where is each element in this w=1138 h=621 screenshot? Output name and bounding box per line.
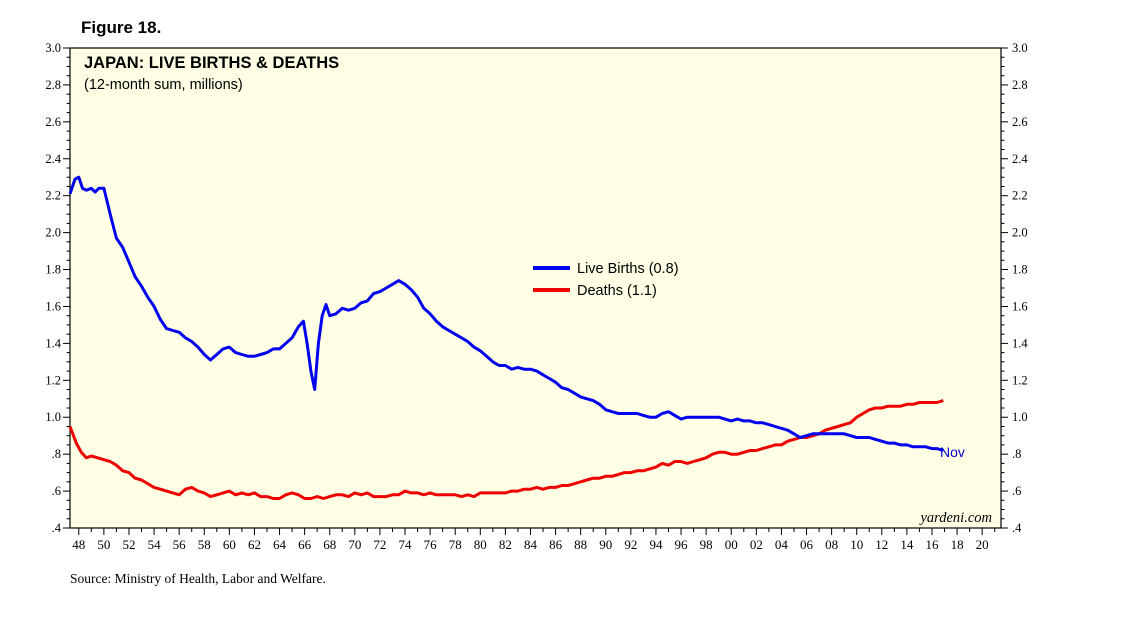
y-tick-label-right: .6 [1012, 484, 1021, 498]
series-line-deaths [68, 399, 944, 500]
y-tick-label-right: 3.0 [1012, 41, 1028, 55]
x-tick-label: 64 [273, 537, 287, 552]
x-tick-label: 66 [298, 537, 312, 552]
x-tick-label: 48 [72, 537, 85, 552]
y-tick-label-left: 1.4 [45, 336, 61, 350]
x-tick-label: 00 [725, 537, 738, 552]
x-tick-label: 54 [148, 537, 162, 552]
x-tick-label: 88 [574, 537, 587, 552]
series-line-live-births [68, 175, 944, 452]
y-tick-label-right: 1.0 [1012, 410, 1028, 424]
figure-label: Figure 18. [81, 18, 161, 37]
x-tick-label: 56 [173, 537, 187, 552]
y-tick-label-left: 1.0 [45, 410, 61, 424]
y-tick-label-right: .8 [1012, 447, 1021, 461]
x-tick-label: 62 [248, 537, 261, 552]
x-tick-label: 84 [524, 537, 538, 552]
chart-subtitle: (12-month sum, millions) [84, 77, 243, 93]
x-tick-label: 50 [97, 537, 110, 552]
y-tick-label-right: 2.6 [1012, 115, 1028, 129]
x-tick-label: 78 [449, 537, 462, 552]
y-axis-left: .4 .6 .8 1.0 1.2 1.4 1.6 1.8 2.0 2.2 2.4 2.6 2.8 3.0 [45, 41, 61, 535]
x-tick-label: 16 [925, 537, 939, 552]
legend-label-deaths: Deaths (1.1) [577, 283, 657, 299]
births-end-label: Nov [940, 444, 965, 460]
x-tick-label: 92 [624, 537, 637, 552]
y-tick-label-left: 3.0 [45, 41, 61, 55]
x-tick-label: 06 [800, 537, 814, 552]
y-tick-label-left: .6 [52, 484, 61, 498]
y-tick-label-right: 1.4 [1012, 336, 1028, 350]
x-tick-label: 08 [825, 537, 838, 552]
y-tick-label-right: 2.4 [1012, 152, 1028, 166]
x-tick-label: 12 [875, 537, 888, 552]
y-tick-label-left: .4 [52, 521, 62, 535]
x-tick-label: 94 [649, 537, 663, 552]
y-tick-label-right: 1.2 [1012, 373, 1028, 387]
x-tick-label: 74 [399, 537, 413, 552]
x-tick-label: 20 [976, 537, 989, 552]
y-tick-label-left: 2.2 [45, 189, 61, 203]
y-tick-label-left: 1.2 [45, 373, 61, 387]
watermark: yardeni.com [918, 510, 992, 526]
y-tick-label-left: .8 [52, 447, 61, 461]
y-tick-label-right: 2.2 [1012, 189, 1028, 203]
x-tick-label: 18 [951, 537, 964, 552]
x-tick-label: 52 [122, 537, 135, 552]
x-tick-label: 10 [850, 537, 863, 552]
x-tick-label: 76 [424, 537, 438, 552]
axis-ticks [63, 47, 1008, 535]
y-tick-label-right: 1.6 [1012, 299, 1028, 313]
y-tick-label-right: 2.0 [1012, 226, 1028, 240]
x-tick-label: 70 [348, 537, 361, 552]
legend-label-live-births: Live Births (0.8) [577, 261, 679, 277]
x-tick-label: 96 [675, 537, 689, 552]
y-tick-label-right: 1.8 [1012, 263, 1028, 277]
y-tick-label-left: 1.8 [45, 263, 61, 277]
x-tick-label: 90 [599, 537, 612, 552]
y-tick-label-right: 2.8 [1012, 78, 1028, 92]
y-tick-label-left: 2.6 [45, 115, 61, 129]
source-note: Source: Ministry of Health, Labor and We… [70, 571, 326, 586]
y-axis-right: .4 .6 .8 1.0 1.2 1.4 1.6 1.8 2.0 2.2 2.4 2.6 2.8 3.0 [1012, 41, 1028, 535]
chart-title: JAPAN: LIVE BIRTHS & DEATHS [84, 54, 339, 72]
x-tick-label: 72 [373, 537, 386, 552]
x-tick-label: 82 [499, 537, 512, 552]
x-tick-label: 14 [900, 537, 914, 552]
y-tick-label-right: .4 [1012, 521, 1022, 535]
x-tick-label: 98 [700, 537, 713, 552]
y-tick-label-left: 2.8 [45, 78, 61, 92]
x-tick-label: 86 [549, 537, 563, 552]
x-tick-label: 02 [750, 537, 763, 552]
x-tick-label: 60 [223, 537, 236, 552]
y-tick-label-left: 1.6 [45, 299, 61, 313]
x-tick-label: 58 [198, 537, 211, 552]
x-tick-label: 80 [474, 537, 487, 552]
x-tick-label: 68 [323, 537, 336, 552]
x-tick-label: 04 [775, 537, 789, 552]
legend: Live Births (0.8) Deaths (1.1) [533, 261, 679, 299]
y-tick-label-left: 2.4 [45, 152, 61, 166]
y-tick-label-left: 2.0 [45, 226, 61, 240]
x-axis: 48 50 52 54 56 58 60 62 64 66 68 70 72 74 76 78 80 82 84 86… [72, 537, 988, 552]
